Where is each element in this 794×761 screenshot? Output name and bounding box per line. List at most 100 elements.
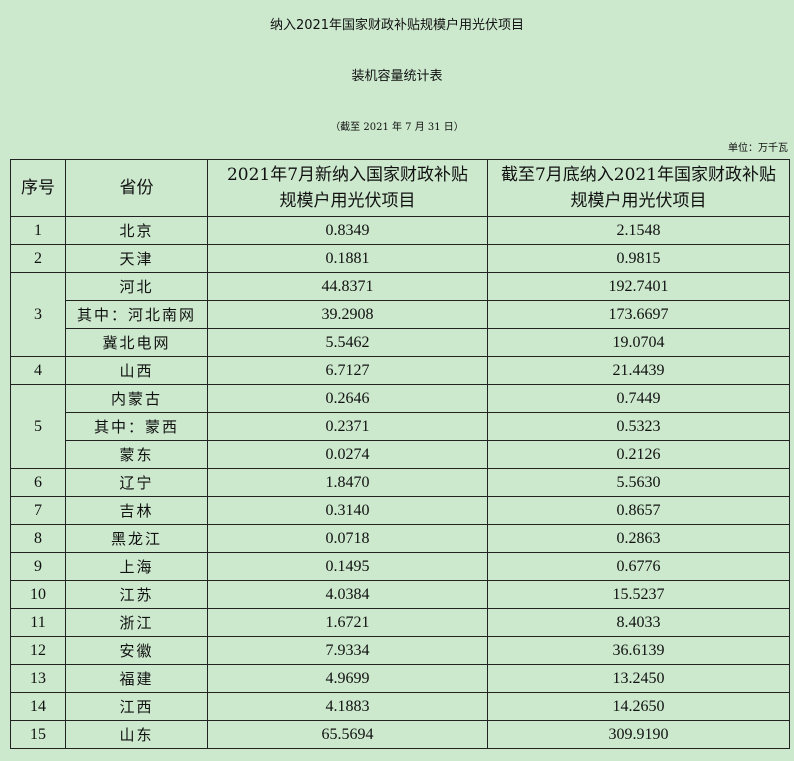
date-note: （截至 2021 年 7 月 31 日） [330,122,464,133]
new-capacity-cell: 0.2371 [207,412,488,441]
cumulative-capacity-cell: 5.5630 [487,468,790,497]
cumulative-capacity-cell: 0.6776 [487,552,790,581]
new-capacity-cell: 65.5694 [207,720,488,749]
cumulative-capacity-cell: 8.4033 [487,608,790,637]
cumulative-capacity-cell: 0.2863 [487,524,790,553]
row-index: 5 [10,384,66,469]
cumulative-capacity-cell: 0.2126 [487,440,790,469]
row-index: 15 [10,720,66,749]
cumulative-capacity-cell: 19.0704 [487,328,790,357]
cumulative-capacity-cell: 192.7401 [487,272,790,301]
cumulative-capacity-cell: 0.5323 [487,412,790,441]
new-capacity-cell: 1.6721 [207,608,488,637]
table-row: 13 福建 4.9699 13.2450 [10,664,790,693]
new-capacity-cell: 4.1883 [207,692,488,721]
new-capacity-cell: 0.0274 [207,440,488,469]
row-index: 4 [10,356,66,385]
cumulative-capacity-cell: 36.6139 [487,636,790,665]
row-index: 1 [10,216,66,245]
province-cell: 山西 [65,356,208,385]
table-row: 8 黑龙江 0.0718 0.2863 [10,524,790,553]
province-cell: 冀北电网 [65,328,208,357]
table-row: 12 安徽 7.9334 36.6139 [10,636,790,665]
province-cell: 浙江 [65,608,208,637]
header-province: 省份 [65,159,208,217]
new-capacity-cell: 6.7127 [207,356,488,385]
cumulative-capacity-cell: 14.2650 [487,692,790,721]
new-capacity-cell: 4.9699 [207,664,488,693]
header-cumulative: 截至7月底纳入2021年国家财政补贴规模户用光伏项目 [487,159,790,217]
table-row: 其中：河北南网 39.2908 173.6697 [11,300,790,329]
row-index: 7 [10,496,66,525]
province-cell: 福建 [65,664,208,693]
cumulative-capacity-cell: 0.9815 [487,244,790,273]
unit-label: 单位：万千瓦 [728,143,788,154]
province-cell: 吉林 [65,496,208,525]
province-cell: 山东 [65,720,208,749]
province-cell: 江苏 [65,580,208,609]
page-title: 纳入2021年国家财政补贴规模户用光伏项目 [269,18,525,33]
row-index: 13 [10,664,66,693]
table-row: 1 北京 0.8349 2.1548 [10,216,790,245]
header-row: 序号 省份 2021年7月新纳入国家财政补贴规模户用光伏项目 截至7月底纳入20… [10,159,790,217]
table-row: 2 天津 0.1881 0.9815 [10,244,790,273]
cumulative-capacity-cell: 15.5237 [487,580,790,609]
cumulative-capacity-cell: 2.1548 [487,216,790,245]
table-row: 蒙东 0.0274 0.2126 [11,440,790,469]
province-cell: 辽宁 [65,468,208,497]
row-index: 14 [10,692,66,721]
new-capacity-cell: 0.8349 [207,216,488,245]
row-index: 10 [10,580,66,609]
province-cell: 河北 [65,272,208,301]
table-row: 其中：蒙西 0.2371 0.5323 [11,412,790,441]
new-capacity-cell: 0.2646 [207,384,488,413]
province-cell: 蒙东 [65,440,208,469]
page-subtitle: 装机容量统计表 [351,69,443,84]
cumulative-capacity-cell: 21.4439 [487,356,790,385]
cumulative-capacity-cell: 309.9190 [487,720,790,749]
table-row: 3 河北 44.8371 192.7401 [10,272,790,357]
table-row: 14 江西 4.1883 14.2650 [10,692,790,721]
new-capacity-cell: 0.0718 [207,524,488,553]
cumulative-capacity-cell: 0.8657 [487,496,790,525]
province-cell: 天津 [65,244,208,273]
province-cell: 其中：河北南网 [65,300,208,329]
table-row: 6 辽宁 1.8470 5.5630 [10,468,790,497]
table-row: 7 吉林 0.3140 0.8657 [10,496,790,525]
new-capacity-cell: 1.8470 [207,468,488,497]
cumulative-capacity-cell: 0.7449 [487,384,790,413]
province-cell: 安徽 [65,636,208,665]
table-row: 冀北电网 5.5462 19.0704 [11,328,790,357]
province-cell: 上海 [65,552,208,581]
province-cell: 北京 [65,216,208,245]
new-capacity-cell: 4.0384 [207,580,488,609]
row-index: 3 [10,272,66,357]
header-new: 2021年7月新纳入国家财政补贴规模户用光伏项目 [207,159,488,217]
table-row: 4 山西 6.7127 21.4439 [10,356,790,385]
new-capacity-cell: 0.1495 [207,552,488,581]
row-index: 9 [10,552,66,581]
new-capacity-cell: 7.9334 [207,636,488,665]
new-capacity-cell: 44.8371 [207,272,488,301]
cumulative-capacity-cell: 13.2450 [487,664,790,693]
table-row: 15 山东 65.5694 309.9190 [10,720,790,749]
province-cell: 黑龙江 [65,524,208,553]
row-index: 12 [10,636,66,665]
header-index: 序号 [10,159,66,217]
cumulative-capacity-cell: 173.6697 [487,300,790,329]
row-index: 11 [10,608,66,637]
table-row: 10 江苏 4.0384 15.5237 [10,580,790,609]
table-row: 9 上海 0.1495 0.6776 [10,552,790,581]
capacity-table: 序号 省份 2021年7月新纳入国家财政补贴规模户用光伏项目 截至7月底纳入20… [10,159,790,749]
province-cell: 内蒙古 [65,384,208,413]
new-capacity-cell: 0.3140 [207,496,488,525]
new-capacity-cell: 39.2908 [207,300,488,329]
province-cell: 其中：蒙西 [65,412,208,441]
table-row: 11 浙江 1.6721 8.4033 [10,608,790,637]
table-row: 5 内蒙古 0.2646 0.7449 [10,384,790,469]
new-capacity-cell: 0.1881 [207,244,488,273]
province-cell: 江西 [65,692,208,721]
new-capacity-cell: 5.5462 [207,328,488,357]
row-index: 6 [10,468,66,497]
row-index: 2 [10,244,66,273]
